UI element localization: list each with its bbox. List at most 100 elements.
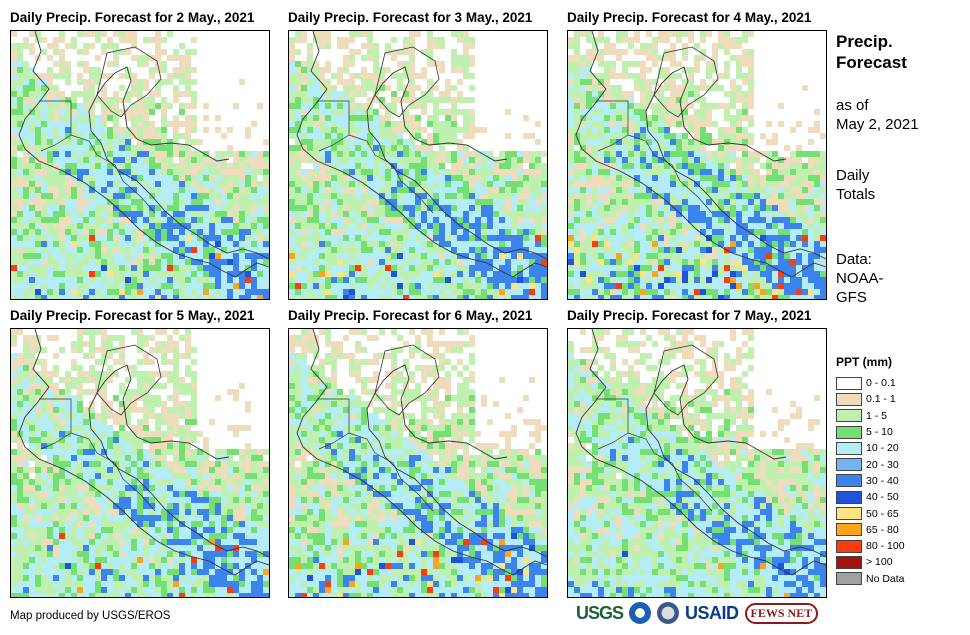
precip-cell bbox=[337, 145, 343, 151]
precip-cell bbox=[682, 139, 688, 145]
precip-cell bbox=[415, 223, 421, 229]
precip-cell bbox=[694, 55, 700, 61]
precip-cell bbox=[95, 295, 101, 299]
precip-cell bbox=[409, 97, 415, 103]
precip-cell bbox=[712, 169, 718, 175]
precip-cell bbox=[373, 127, 379, 133]
precip-cell bbox=[11, 229, 17, 235]
precip-cell bbox=[706, 109, 712, 115]
precip-cell bbox=[586, 157, 592, 163]
precip-cell bbox=[71, 253, 77, 259]
precip-cell bbox=[59, 73, 65, 79]
precip-cell bbox=[179, 151, 185, 157]
precip-cell bbox=[11, 49, 17, 55]
precip-cell bbox=[23, 353, 29, 359]
precip-cell bbox=[658, 181, 664, 187]
precip-cell bbox=[676, 85, 682, 91]
precip-cell bbox=[361, 31, 367, 37]
precip-cell bbox=[89, 277, 95, 283]
precip-cell bbox=[403, 151, 409, 157]
precip-cell bbox=[29, 85, 35, 91]
precip-cell bbox=[403, 157, 409, 163]
precip-cell bbox=[598, 37, 604, 43]
precip-cell bbox=[367, 175, 373, 181]
precip-cell bbox=[487, 175, 493, 181]
precip-cell bbox=[295, 193, 301, 199]
precip-cell bbox=[796, 181, 802, 187]
precip-cell bbox=[790, 235, 796, 241]
precip-cell bbox=[814, 109, 820, 115]
precip-cell bbox=[379, 253, 385, 259]
precip-cell bbox=[688, 175, 694, 181]
precip-cell bbox=[107, 335, 113, 341]
precip-cell bbox=[263, 271, 269, 277]
precip-cell bbox=[658, 223, 664, 229]
precip-cell bbox=[535, 169, 541, 175]
precip-cell bbox=[580, 151, 586, 157]
precip-cell bbox=[179, 61, 185, 67]
precip-cell bbox=[523, 187, 529, 193]
precip-cell bbox=[167, 347, 173, 353]
precip-cell bbox=[59, 283, 65, 289]
precip-cell bbox=[748, 247, 754, 253]
precip-cell bbox=[730, 127, 736, 133]
precip-cell bbox=[143, 407, 149, 413]
precip-cell bbox=[89, 211, 95, 217]
precip-cell bbox=[89, 217, 95, 223]
precip-cell bbox=[59, 163, 65, 169]
precip-cell bbox=[397, 61, 403, 67]
precip-cell bbox=[415, 265, 421, 271]
precip-cell bbox=[367, 43, 373, 49]
precip-cell bbox=[706, 271, 712, 277]
precip-cell bbox=[11, 277, 17, 283]
precip-cell bbox=[628, 115, 634, 121]
precip-cell bbox=[457, 211, 463, 217]
precip-cell bbox=[107, 193, 113, 199]
precip-cell bbox=[457, 37, 463, 43]
precip-cell bbox=[89, 271, 95, 277]
precip-cell bbox=[421, 181, 427, 187]
precip-cell bbox=[65, 395, 71, 401]
precip-cell bbox=[89, 163, 95, 169]
precip-cell bbox=[505, 205, 511, 211]
precip-cell bbox=[203, 271, 209, 277]
precip-cell bbox=[251, 175, 257, 181]
precip-cell bbox=[676, 223, 682, 229]
precip-cell bbox=[125, 157, 131, 163]
precip-cell bbox=[173, 289, 179, 295]
precip-cell bbox=[433, 271, 439, 277]
precip-cell bbox=[137, 265, 143, 271]
precip-cell bbox=[748, 253, 754, 259]
precip-cell bbox=[700, 253, 706, 259]
precip-cell bbox=[451, 211, 457, 217]
precip-cell bbox=[41, 377, 47, 383]
precip-cell bbox=[712, 151, 718, 157]
precip-cell bbox=[295, 109, 301, 115]
precip-cell bbox=[23, 151, 29, 157]
precip-cell bbox=[17, 401, 23, 407]
precip-cell bbox=[119, 205, 125, 211]
precip-cell bbox=[628, 211, 634, 217]
precip-cell bbox=[493, 157, 499, 163]
precip-cell bbox=[568, 229, 574, 235]
precip-cell bbox=[149, 289, 155, 295]
precip-cell bbox=[11, 67, 17, 73]
precip-cell bbox=[475, 295, 481, 299]
precip-cell bbox=[143, 97, 149, 103]
precip-cell bbox=[185, 49, 191, 55]
precip-cell bbox=[580, 175, 586, 181]
precip-cell bbox=[682, 157, 688, 163]
precip-cell bbox=[760, 181, 766, 187]
precip-cell bbox=[167, 253, 173, 259]
precip-cell bbox=[233, 223, 239, 229]
precip-cell bbox=[529, 175, 535, 181]
precip-cell bbox=[580, 259, 586, 265]
precip-cell bbox=[143, 241, 149, 247]
precip-cell bbox=[191, 91, 197, 97]
precip-cell bbox=[421, 145, 427, 151]
precip-cell bbox=[493, 211, 499, 217]
precip-cell bbox=[17, 283, 23, 289]
precip-cell bbox=[65, 163, 71, 169]
precip-cell bbox=[149, 283, 155, 289]
precip-cell bbox=[167, 55, 173, 61]
